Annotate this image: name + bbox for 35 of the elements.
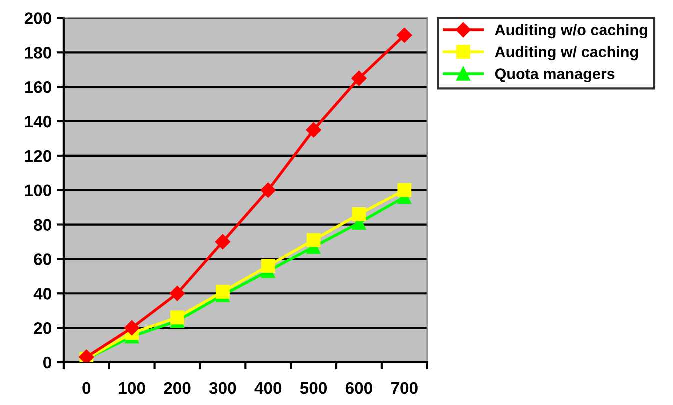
- y-tick-label: 100: [25, 184, 52, 197]
- y-tick-label: 40: [34, 288, 52, 300]
- y-tick-label: 60: [34, 254, 52, 266]
- y-tick-label: 120: [25, 150, 52, 162]
- y-tick-label: 200: [24, 12, 52, 24]
- x-tick-label: 700: [391, 382, 418, 394]
- point: [306, 122, 322, 138]
- x-tick-label: 200: [164, 382, 191, 394]
- point: [215, 234, 230, 250]
- point: [170, 310, 184, 325]
- point: [216, 284, 230, 299]
- y-tick-label: 0: [44, 356, 52, 369]
- point: [260, 182, 276, 198]
- point: [352, 208, 366, 222]
- y-tick-label: 80: [34, 219, 52, 231]
- legend-label: Quota managers: [495, 68, 615, 83]
- point: [261, 259, 276, 274]
- point: [306, 233, 321, 248]
- point: [398, 183, 412, 198]
- point: [352, 70, 367, 86]
- point: [170, 286, 186, 302]
- legend-label: Auditing w/ caching: [495, 46, 638, 61]
- y-tick-label: 160: [25, 81, 52, 94]
- x-tick-label: 400: [254, 382, 282, 394]
- x-tick-label: 500: [300, 382, 328, 394]
- x-tick-label: 600: [346, 382, 372, 394]
- x-tick-label: 100: [119, 382, 146, 394]
- y-tick-label: 180: [25, 47, 52, 59]
- y-tick-label: 140: [25, 116, 52, 128]
- point: [124, 320, 140, 336]
- point: [397, 28, 412, 44]
- x-tick-label: 300: [209, 382, 236, 394]
- x-tick-label: 0: [82, 382, 91, 394]
- y-tick-label: 20: [34, 322, 52, 334]
- legend-label: Auditing w/o caching: [495, 24, 648, 39]
